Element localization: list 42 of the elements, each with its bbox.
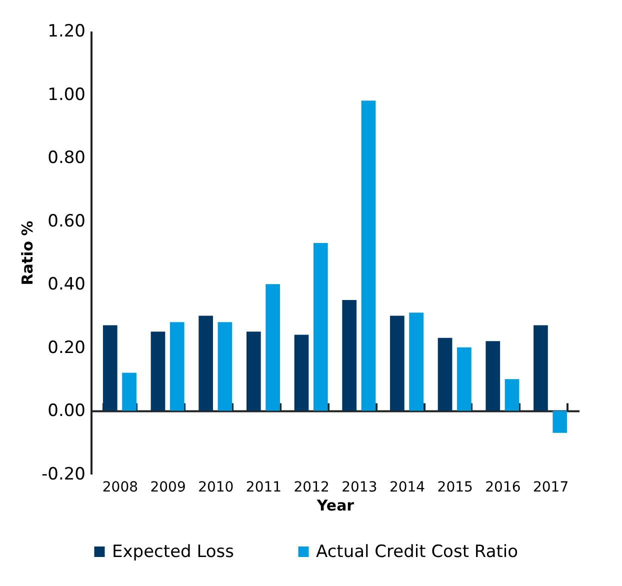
- x-tick-label: 2011: [246, 480, 282, 496]
- bar: [486, 341, 500, 411]
- y-tick-label: 0.80: [48, 148, 86, 168]
- x-tick-label: 2009: [150, 480, 186, 496]
- y-tick-label: 0.60: [48, 211, 86, 232]
- bar: [246, 332, 261, 411]
- y-tick-label: 0.40: [48, 274, 86, 295]
- bar: [294, 334, 309, 411]
- bar: [534, 325, 548, 411]
- x-tick-label: 2015: [437, 480, 473, 496]
- bar: [150, 332, 166, 411]
- y-tick-label: 1.00: [48, 84, 86, 105]
- bar: [438, 338, 452, 411]
- y-tick-label: -0.20: [42, 464, 86, 484]
- bar: [170, 322, 184, 411]
- x-tick-label: 2008: [102, 480, 138, 496]
- bar: [198, 316, 213, 411]
- bar: [218, 322, 232, 411]
- bar: [409, 312, 424, 411]
- bar: [266, 284, 280, 411]
- x-tick-label: 2013: [342, 480, 378, 496]
- bar: [313, 243, 328, 411]
- y-axis-title: Ratio %: [18, 220, 37, 286]
- x-tick-label: 2017: [532, 480, 569, 496]
- legend-label: Expected Loss: [112, 542, 234, 562]
- y-tick-label: 0.20: [48, 338, 86, 358]
- y-tick-label: 1.20: [48, 22, 86, 42]
- y-tick-label: 0.00: [48, 401, 86, 422]
- x-tick-label: 2010: [198, 480, 234, 496]
- x-tick-label: 2012: [294, 480, 330, 496]
- x-tick-label: 2014: [389, 480, 426, 496]
- x-axis-title: Year: [316, 496, 355, 514]
- bar: [457, 347, 472, 411]
- bar: [361, 100, 376, 411]
- bar: [390, 316, 404, 411]
- legend-label: Actual Credit Cost Ratio: [316, 542, 518, 562]
- bar: [342, 300, 357, 411]
- bar: [102, 325, 118, 411]
- bar: [552, 410, 568, 433]
- bar: [504, 379, 520, 411]
- bar: [122, 372, 136, 411]
- x-tick-label: 2016: [485, 480, 521, 496]
